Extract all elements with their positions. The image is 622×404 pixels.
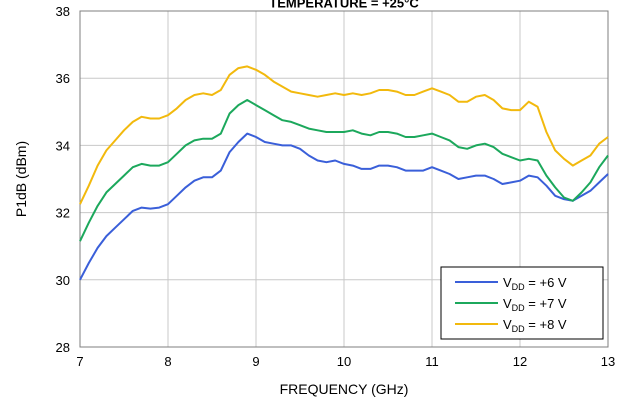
- grid-lines: [80, 11, 608, 347]
- y-axis-title: P1dB (dBm): [13, 141, 29, 217]
- series-line-2: [79, 99, 609, 242]
- legend-label-2: VDD = +7 V: [503, 296, 567, 313]
- x-tick-label: 7: [76, 354, 83, 369]
- series-lines: [79, 65, 609, 281]
- legend: VDD = +6 V VDD = +7 V VDD = +8 V: [440, 266, 604, 340]
- x-tick-label: 8: [164, 354, 171, 369]
- x-tick-label: 11: [425, 354, 439, 369]
- plot-area-frame: [79, 10, 609, 348]
- y-tick-label: 34: [56, 138, 70, 153]
- chart-title: TEMPERATURE = +25°C: [269, 0, 419, 10]
- x-axis-tick-labels: 7 8 9 10 11 12 13: [76, 354, 615, 369]
- x-tick-label: 13: [601, 354, 615, 369]
- x-tick-label: 9: [252, 354, 259, 369]
- y-tick-label: 38: [56, 4, 70, 19]
- legend-label-3: VDD = +8 V: [503, 317, 567, 334]
- y-tick-label: 30: [56, 273, 70, 288]
- legend-label-1: VDD = +6 V: [503, 275, 567, 292]
- y-axis-tick-labels: 28 30 32 34 36 38: [56, 4, 70, 355]
- y-tick-label: 32: [56, 206, 70, 221]
- series-line-1: [79, 132, 609, 281]
- x-tick-label: 10: [337, 354, 351, 369]
- y-tick-label: 28: [56, 340, 70, 355]
- y-tick-label: 36: [56, 71, 70, 86]
- series-line-3: [79, 65, 609, 205]
- x-tick-label: 12: [513, 354, 527, 369]
- x-axis-title: FREQUENCY (GHz): [280, 381, 409, 397]
